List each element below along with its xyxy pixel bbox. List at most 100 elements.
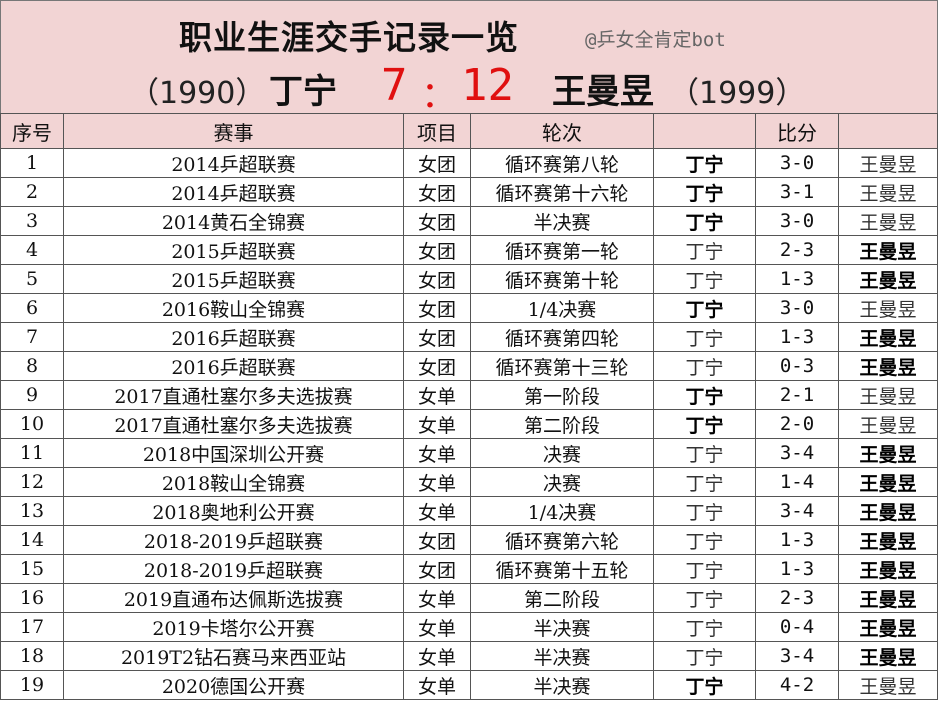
round-name: 决赛 [470,438,654,468]
player1-cell: 丁宁 [653,612,756,642]
round-name: 循环赛第十六轮 [470,177,654,207]
event-name: 2015乒超联赛 [63,235,404,265]
table-row: 14 2018-2019乒超联赛 女团 循环赛第六轮 丁宁 1-3 王曼昱 [0,525,938,555]
player1-cell: 丁宁 [653,322,756,352]
event-type: 女团 [403,264,471,294]
match-number: 1 [0,148,64,178]
head-to-head-summary: （1990） 丁宁 7 ： 12 王曼昱 （1999） [0,58,938,116]
table-header-row: 序号 赛事 项目 轮次 比分 [0,113,938,149]
player2-cell: 王曼昱 [838,380,938,410]
column-header-round: 轮次 [470,113,654,149]
event-type: 女单 [403,612,471,642]
watermark-text: @乒女全肯定bot [585,29,726,51]
match-number: 14 [0,525,64,555]
round-name: 半决赛 [470,670,654,700]
event-type: 女团 [403,177,471,207]
event-name: 2015乒超联赛 [63,264,404,294]
event-name: 2018奥地利公开赛 [63,496,404,526]
round-name: 半决赛 [470,612,654,642]
player2-cell: 王曼昱 [838,467,938,497]
player2-birth-year: （1999） [669,76,806,111]
event-name: 2020德国公开赛 [63,670,404,700]
score-left: 7 [381,60,408,111]
match-number: 19 [0,670,64,700]
column-header-no: 序号 [0,113,64,149]
table-row: 3 2014黄石全锦赛 女团 半决赛 丁宁 3-0 王曼昱 [0,206,938,236]
match-score: 2-1 [755,380,839,410]
match-score: 4-2 [755,670,839,700]
match-number: 13 [0,496,64,526]
match-number: 10 [0,409,64,439]
event-name: 2018鞍山全锦赛 [63,467,404,497]
table-row: 8 2016乒超联赛 女团 循环赛第十三轮 丁宁 0-3 王曼昱 [0,351,938,381]
match-score: 0-3 [755,351,839,381]
match-number: 17 [0,612,64,642]
player1-cell: 丁宁 [653,148,756,178]
match-number: 5 [0,264,64,294]
round-name: 1/4决赛 [470,496,654,526]
player2-cell: 王曼昱 [838,351,938,381]
round-name: 决赛 [470,467,654,497]
player1-cell: 丁宁 [653,206,756,236]
event-name: 2016乒超联赛 [63,322,404,352]
player2-cell: 王曼昱 [838,583,938,613]
player2-cell: 王曼昱 [838,554,938,584]
round-name: 循环赛第六轮 [470,525,654,555]
event-name: 2019卡塔尔公开赛 [63,612,404,642]
player2-cell: 王曼昱 [838,409,938,439]
player1-cell: 丁宁 [653,380,756,410]
round-name: 第一阶段 [470,380,654,410]
event-type: 女团 [403,351,471,381]
round-name: 循环赛第八轮 [470,148,654,178]
event-name: 2017直通杜塞尔多夫选拔赛 [63,409,404,439]
player1-cell: 丁宁 [653,293,756,323]
player2-cell: 王曼昱 [838,641,938,671]
player2-name: 王曼昱 [552,72,654,112]
event-type: 女单 [403,496,471,526]
player2-cell: 王曼昱 [838,322,938,352]
column-header-event: 赛事 [63,113,404,149]
match-score: 2-3 [755,235,839,265]
table-row: 11 2018中国深圳公开赛 女单 决赛 丁宁 3-4 王曼昱 [0,438,938,468]
player1-cell: 丁宁 [653,496,756,526]
event-type: 女单 [403,409,471,439]
event-type: 女团 [403,525,471,555]
table-row: 6 2016鞍山全锦赛 女团 1/4决赛 丁宁 3-0 王曼昱 [0,293,938,323]
table-row: 15 2018-2019乒超联赛 女团 循环赛第十五轮 丁宁 1-3 王曼昱 [0,554,938,584]
round-name: 循环赛第四轮 [470,322,654,352]
table-row: 17 2019卡塔尔公开赛 女单 半决赛 丁宁 0-4 王曼昱 [0,612,938,642]
event-name: 2017直通杜塞尔多夫选拔赛 [63,380,404,410]
event-type: 女团 [403,554,471,584]
round-name: 半决赛 [470,641,654,671]
player2-cell: 王曼昱 [838,148,938,178]
match-score: 3-4 [755,438,839,468]
match-score: 1-3 [755,554,839,584]
player2-cell: 王曼昱 [838,293,938,323]
player2-cell: 王曼昱 [838,525,938,555]
event-name: 2016乒超联赛 [63,351,404,381]
match-number: 7 [0,322,64,352]
match-number: 3 [0,206,64,236]
player2-cell: 王曼昱 [838,264,938,294]
score-colon: ： [421,75,458,116]
event-type: 女单 [403,670,471,700]
title-banner: 职业生涯交手记录一览 @乒女全肯定bot [0,0,938,59]
player1-cell: 丁宁 [653,670,756,700]
table-row: 5 2015乒超联赛 女团 循环赛第十轮 丁宁 1-3 王曼昱 [0,264,938,294]
player2-cell: 王曼昱 [838,438,938,468]
player2-cell: 王曼昱 [838,177,938,207]
table-row: 12 2018鞍山全锦赛 女单 决赛 丁宁 1-4 王曼昱 [0,467,938,497]
event-type: 女单 [403,438,471,468]
round-name: 1/4决赛 [470,293,654,323]
player1-cell: 丁宁 [653,264,756,294]
table-body: 1 2014乒超联赛 女团 循环赛第八轮 丁宁 3-0 王曼昱 2 2014乒超联赛 女团 循环赛第… [0,148,938,700]
match-number: 8 [0,351,64,381]
player1-cell: 丁宁 [653,438,756,468]
event-name: 2016鞍山全锦赛 [63,293,404,323]
player1-cell: 丁宁 [653,467,756,497]
event-name: 2014乒超联赛 [63,177,404,207]
round-name: 循环赛第一轮 [470,235,654,265]
player2-cell: 王曼昱 [838,235,938,265]
match-record-table: 序号 赛事 项目 轮次 比分 1 2014乒超联赛 女团 循环赛第八轮 丁宁 3-0 王曼昱… [0,113,938,700]
match-number: 9 [0,380,64,410]
